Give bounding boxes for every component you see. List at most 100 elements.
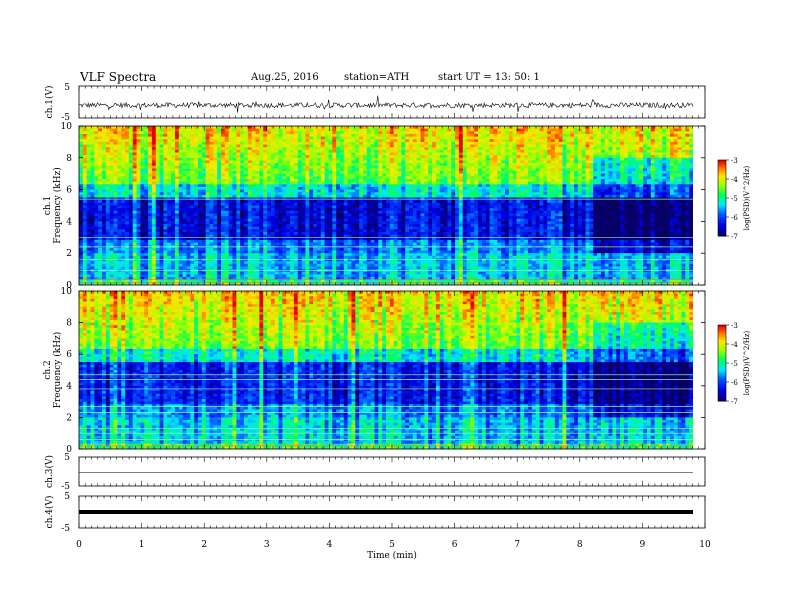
spectrogram-cell	[347, 141, 352, 145]
spectrogram-cell	[389, 176, 395, 180]
spectrogram-cell	[232, 160, 237, 164]
spectrogram-cell	[79, 194, 84, 198]
spectrogram-cell	[351, 144, 356, 148]
spectrogram-cell	[689, 160, 694, 164]
spectrogram-cell	[504, 147, 510, 151]
spectrogram-cell	[347, 176, 352, 180]
spectrogram-cell	[171, 139, 176, 143]
spectrogram-cell	[382, 181, 387, 185]
spectrogram-cell	[401, 144, 406, 148]
spectrogram-cell	[228, 155, 233, 159]
spectrogram-cell	[397, 165, 402, 169]
spectrogram-cell	[593, 155, 598, 159]
spectrogram-cell	[558, 144, 563, 148]
spectrogram-cell	[125, 157, 130, 161]
spectrogram-cell	[316, 144, 322, 148]
spectrogram-cell	[669, 155, 675, 159]
spectrogram-cell	[631, 126, 636, 130]
spectrogram-cell	[458, 186, 464, 190]
spectrogram-cell	[151, 133, 157, 137]
spectrogram-cell	[136, 157, 141, 161]
spectrogram-cell	[658, 163, 663, 167]
spectrogram-cell	[240, 157, 245, 161]
spectrogram-cell	[689, 126, 694, 130]
spectrogram-cell	[447, 186, 452, 190]
spectrogram-cell	[643, 186, 648, 190]
spectrogram-cell	[420, 152, 425, 156]
spectrogram-cell	[132, 208, 137, 212]
spectrogram-cell	[673, 126, 679, 130]
spectrogram-cell	[581, 202, 586, 206]
spectrogram-cell	[328, 173, 333, 177]
spectrogram-cell	[639, 186, 644, 190]
spectrogram-cell	[178, 202, 184, 206]
spectrogram-cell	[324, 157, 329, 161]
spectrogram-cell	[458, 194, 464, 198]
spectrogram-cell	[148, 144, 153, 148]
spectrogram-cell	[662, 126, 667, 130]
spectrogram-cell	[328, 131, 333, 135]
spectrogram-cell	[616, 141, 621, 145]
spectrogram-cell	[247, 155, 253, 159]
spectrogram-cell	[79, 179, 84, 183]
spectrogram-cell	[424, 202, 429, 206]
spectrogram-cell	[217, 202, 222, 206]
spectrogram-cell	[178, 176, 184, 180]
spectrogram-cell	[148, 181, 153, 185]
spectrogram-cell	[136, 141, 141, 145]
spectrogram-cell	[297, 136, 302, 140]
spectrogram-cell	[386, 176, 391, 180]
spectrogram-cell	[113, 136, 118, 140]
spectrogram-cell	[347, 186, 352, 190]
spectrogram-cell	[551, 192, 556, 196]
spectrogram-cell	[316, 157, 322, 161]
spectrogram-cell	[190, 171, 195, 175]
spectrogram-cell	[554, 205, 560, 209]
spectrogram-cell	[267, 189, 272, 193]
spectrogram-cell	[98, 208, 103, 212]
spectrogram-cell	[570, 155, 575, 159]
spectrogram-cell	[263, 155, 268, 159]
spectrogram-cell	[412, 179, 418, 183]
spectrogram-cell	[589, 133, 594, 137]
spectrogram-cell	[228, 184, 233, 188]
spectrogram-cell	[562, 163, 567, 167]
spectrogram-cell	[600, 202, 606, 206]
spectrogram-cell	[662, 205, 667, 209]
spectrogram-cell	[366, 139, 372, 143]
spectrogram-cell	[401, 194, 406, 198]
spectrogram-cell	[339, 128, 345, 132]
spectrogram-cell	[608, 186, 613, 190]
spectrogram-cell	[462, 155, 467, 159]
spectrogram-cell	[362, 141, 368, 145]
spectrogram-cell	[171, 171, 176, 175]
spectrogram-cell	[174, 144, 180, 148]
spectrogram-cell	[562, 126, 567, 130]
spectrogram-cell	[297, 144, 302, 148]
spectrogram-cell	[98, 179, 103, 183]
spectrogram-cell	[397, 194, 402, 198]
spectrogram-cell	[539, 176, 544, 180]
spectrogram-cell	[593, 189, 598, 193]
spectrogram-cell	[359, 202, 364, 206]
spectrogram-cell	[527, 147, 533, 151]
spectrogram-cell	[159, 131, 164, 135]
spectrogram-cell	[574, 202, 579, 206]
spectrogram-cell	[316, 192, 322, 196]
spectrogram-cell	[577, 194, 583, 198]
spectrogram-cell	[305, 179, 310, 183]
spectrogram-cell	[159, 147, 164, 151]
spectrogram-cell	[524, 133, 529, 137]
spectrogram-cell	[290, 155, 295, 159]
spectrogram-cell	[343, 144, 349, 148]
spectrogram-cell	[186, 141, 191, 145]
spectrogram-cell	[305, 205, 310, 209]
spectrogram-cell	[397, 131, 402, 135]
spectrogram-cell	[470, 157, 475, 161]
spectrogram-cell	[562, 160, 567, 164]
spectrogram-cell	[524, 184, 529, 188]
spectrogram-cell	[90, 208, 95, 212]
spectrogram-cell	[397, 160, 402, 164]
spectrogram-cell	[543, 171, 548, 175]
spectrogram-cell	[558, 128, 563, 132]
